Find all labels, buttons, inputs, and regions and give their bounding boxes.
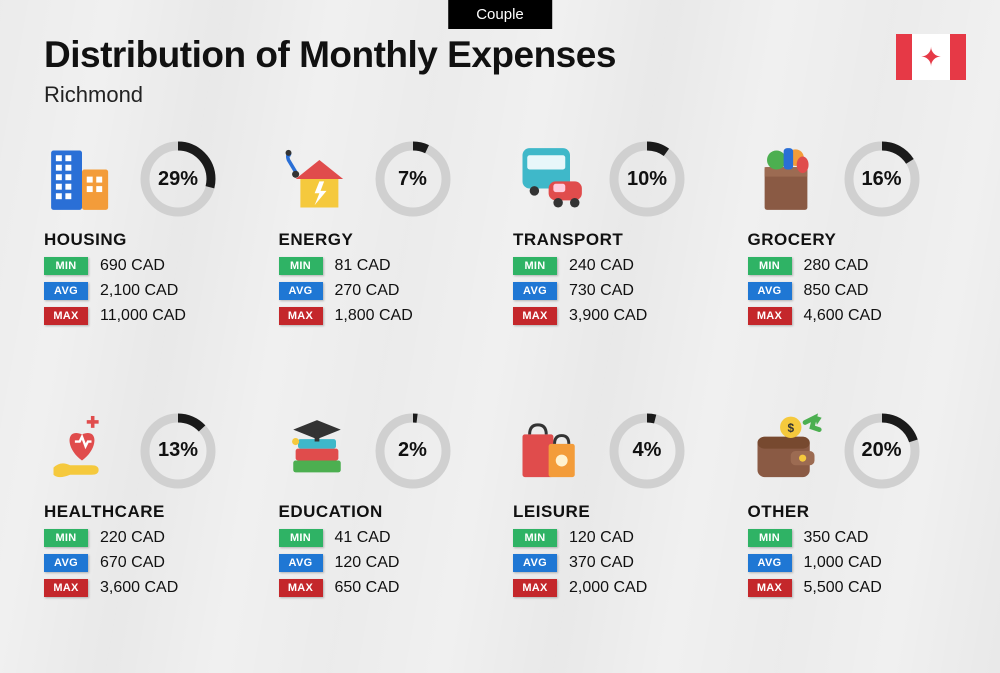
donut-leisure: 4% — [607, 411, 687, 491]
avg-value: 370 CAD — [569, 554, 634, 572]
avg-badge: AVG — [279, 554, 323, 572]
pct-label: 20% — [842, 411, 922, 491]
avg-badge: AVG — [44, 554, 88, 572]
donut-transport: 10% — [607, 139, 687, 219]
avg-badge: AVG — [513, 554, 557, 572]
category-card-transport: 10% TRANSPORT MIN 240 CAD AVG 730 CAD MA… — [513, 140, 732, 382]
max-badge: MAX — [44, 307, 88, 325]
books-cap-icon — [279, 413, 355, 489]
donut-grocery: 16% — [842, 139, 922, 219]
avg-badge: AVG — [748, 554, 792, 572]
donut-other: 20% — [842, 411, 922, 491]
donut-healthcare: 13% — [138, 411, 218, 491]
max-value: 11,000 CAD — [100, 307, 186, 325]
min-badge: MIN — [44, 529, 88, 547]
avg-value: 270 CAD — [335, 282, 400, 300]
house-bolt-icon — [279, 141, 355, 217]
heart-hand-icon — [44, 413, 120, 489]
pct-label: 13% — [138, 411, 218, 491]
avg-value: 1,000 CAD — [804, 554, 882, 572]
avg-badge: AVG — [44, 282, 88, 300]
pct-label: 4% — [607, 411, 687, 491]
avg-value: 120 CAD — [335, 554, 400, 572]
min-value: 350 CAD — [804, 529, 869, 547]
min-badge: MIN — [513, 529, 557, 547]
min-value: 280 CAD — [804, 257, 869, 275]
max-badge: MAX — [748, 307, 792, 325]
max-value: 5,500 CAD — [804, 579, 882, 597]
donut-energy: 7% — [373, 139, 453, 219]
category-name: EDUCATION — [279, 502, 498, 522]
category-name: HEALTHCARE — [44, 502, 263, 522]
title-block: Distribution of Monthly Expenses Richmon… — [44, 34, 616, 108]
max-badge: MAX — [279, 307, 323, 325]
avg-badge: AVG — [748, 282, 792, 300]
avg-value: 670 CAD — [100, 554, 165, 572]
category-card-healthcare: 13% HEALTHCARE MIN 220 CAD AVG 670 CAD M… — [44, 412, 263, 654]
category-card-other: $ 20% OTHER MIN 350 CAD AVG 1,000 CAD MA… — [748, 412, 967, 654]
min-badge: MIN — [748, 257, 792, 275]
category-name: TRANSPORT — [513, 230, 732, 250]
avg-badge: AVG — [279, 282, 323, 300]
wallet-icon: $ — [748, 413, 824, 489]
min-badge: MIN — [748, 529, 792, 547]
pct-label: 7% — [373, 139, 453, 219]
pct-label: 16% — [842, 139, 922, 219]
category-grid: 29% HOUSING MIN 690 CAD AVG 2,100 CAD MA… — [44, 140, 966, 653]
donut-education: 2% — [373, 411, 453, 491]
canada-flag-icon: ✦ — [896, 34, 966, 80]
max-value: 650 CAD — [335, 579, 400, 597]
category-card-housing: 29% HOUSING MIN 690 CAD AVG 2,100 CAD MA… — [44, 140, 263, 382]
avg-value: 850 CAD — [804, 282, 869, 300]
min-badge: MIN — [279, 257, 323, 275]
page-subtitle: Richmond — [44, 82, 616, 108]
max-value: 1,800 CAD — [335, 307, 413, 325]
category-card-grocery: 16% GROCERY MIN 280 CAD AVG 850 CAD MAX … — [748, 140, 967, 382]
pct-label: 29% — [138, 139, 218, 219]
category-name: HOUSING — [44, 230, 263, 250]
min-value: 120 CAD — [569, 529, 634, 547]
min-badge: MIN — [44, 257, 88, 275]
category-name: LEISURE — [513, 502, 732, 522]
min-value: 220 CAD — [100, 529, 165, 547]
category-name: GROCERY — [748, 230, 967, 250]
header-badge: Couple — [448, 0, 552, 29]
max-value: 3,900 CAD — [569, 307, 647, 325]
category-name: OTHER — [748, 502, 967, 522]
min-badge: MIN — [513, 257, 557, 275]
shopping-bags-icon — [513, 413, 589, 489]
max-badge: MAX — [279, 579, 323, 597]
buildings-icon — [44, 141, 120, 217]
min-value: 41 CAD — [335, 529, 391, 547]
avg-badge: AVG — [513, 282, 557, 300]
bus-car-icon — [513, 141, 589, 217]
category-card-education: 2% EDUCATION MIN 41 CAD AVG 120 CAD MAX … — [279, 412, 498, 654]
page-title: Distribution of Monthly Expenses — [44, 34, 616, 76]
donut-housing: 29% — [138, 139, 218, 219]
max-badge: MAX — [748, 579, 792, 597]
min-badge: MIN — [279, 529, 323, 547]
category-name: ENERGY — [279, 230, 498, 250]
min-value: 690 CAD — [100, 257, 165, 275]
grocery-bag-icon — [748, 141, 824, 217]
category-card-leisure: 4% LEISURE MIN 120 CAD AVG 370 CAD MAX 2… — [513, 412, 732, 654]
max-value: 3,600 CAD — [100, 579, 178, 597]
pct-label: 2% — [373, 411, 453, 491]
avg-value: 730 CAD — [569, 282, 634, 300]
max-value: 2,000 CAD — [569, 579, 647, 597]
svg-text:$: $ — [787, 421, 794, 435]
max-badge: MAX — [513, 579, 557, 597]
max-badge: MAX — [44, 579, 88, 597]
min-value: 81 CAD — [335, 257, 391, 275]
max-value: 4,600 CAD — [804, 307, 882, 325]
pct-label: 10% — [607, 139, 687, 219]
max-badge: MAX — [513, 307, 557, 325]
category-card-energy: 7% ENERGY MIN 81 CAD AVG 270 CAD MAX 1,8… — [279, 140, 498, 382]
avg-value: 2,100 CAD — [100, 282, 178, 300]
min-value: 240 CAD — [569, 257, 634, 275]
